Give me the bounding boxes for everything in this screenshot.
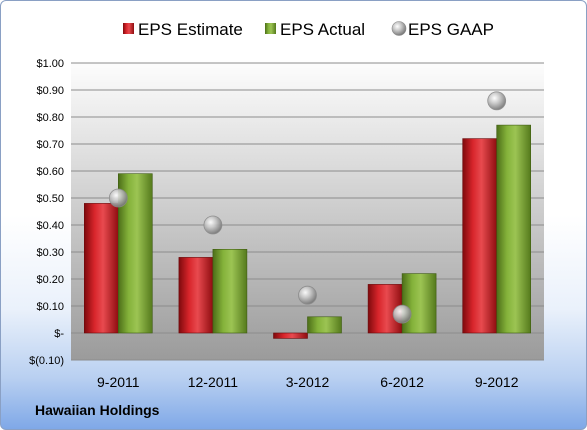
x-tick-label: 6-2012 — [380, 374, 424, 390]
x-tick-label: 9-2012 — [475, 374, 519, 390]
eps-gaap-point — [487, 91, 507, 111]
x-tick-label: 9-2011 — [97, 374, 140, 390]
eps-actual-bar — [496, 124, 532, 334]
eps-estimate-bar — [178, 257, 214, 334]
legend-swatch — [123, 23, 134, 34]
eps-actual-bar — [307, 316, 342, 334]
eps-gaap-point — [298, 285, 317, 305]
eps-estimate-bar — [84, 203, 119, 334]
y-tick-label: $0.90 — [36, 85, 64, 97]
y-tick-label: $0.30 — [36, 247, 64, 259]
y-tick-label: $0.50 — [36, 193, 64, 205]
legend-swatch — [265, 23, 276, 34]
x-axis-ticks: 9-2011 12-2011 3-2012 6-2012 9-2012 — [97, 374, 519, 390]
eps-estimate-bar — [462, 138, 498, 334]
y-tick-label: $0.60 — [36, 166, 64, 178]
company-label: Hawaiian Holdings — [35, 402, 160, 418]
y-tick-label: $1.00 — [36, 58, 64, 70]
legend-label: EPS GAAP — [408, 20, 494, 39]
legend-label: EPS Actual — [280, 20, 365, 39]
y-tick-label: $0.40 — [36, 220, 64, 232]
y-axis-ticks: $(0.10) $- $0.10 $0.20 $0.30 $0.40 $0.50 $0.60 $… — [29, 58, 64, 367]
eps-estimate-bar — [273, 332, 308, 339]
eps-actual-bar — [401, 273, 437, 334]
y-tick-label: $0.80 — [36, 112, 64, 124]
x-tick-label: 12-2011 — [188, 374, 239, 390]
eps-actual-bar — [212, 249, 248, 334]
legend-label: EPS Estimate — [138, 20, 243, 39]
eps-actual-bar — [118, 173, 153, 334]
bars — [84, 124, 532, 339]
y-tick-label: $0.10 — [36, 301, 64, 313]
gaap-points — [108, 91, 507, 324]
x-tick-label: 3-2012 — [286, 374, 330, 390]
legend: EPS Estimate EPS Actual EPS GAAP — [123, 20, 494, 39]
legend-swatch — [391, 21, 407, 36]
eps-gaap-point — [392, 304, 412, 324]
y-tick-label: $0.70 — [36, 139, 64, 151]
eps-gaap-point — [203, 215, 223, 235]
eps-gaap-point — [108, 188, 128, 208]
y-tick-label: $(0.10) — [29, 355, 64, 367]
y-tick-label: $- — [54, 328, 64, 340]
y-tick-label: $0.20 — [36, 274, 64, 286]
